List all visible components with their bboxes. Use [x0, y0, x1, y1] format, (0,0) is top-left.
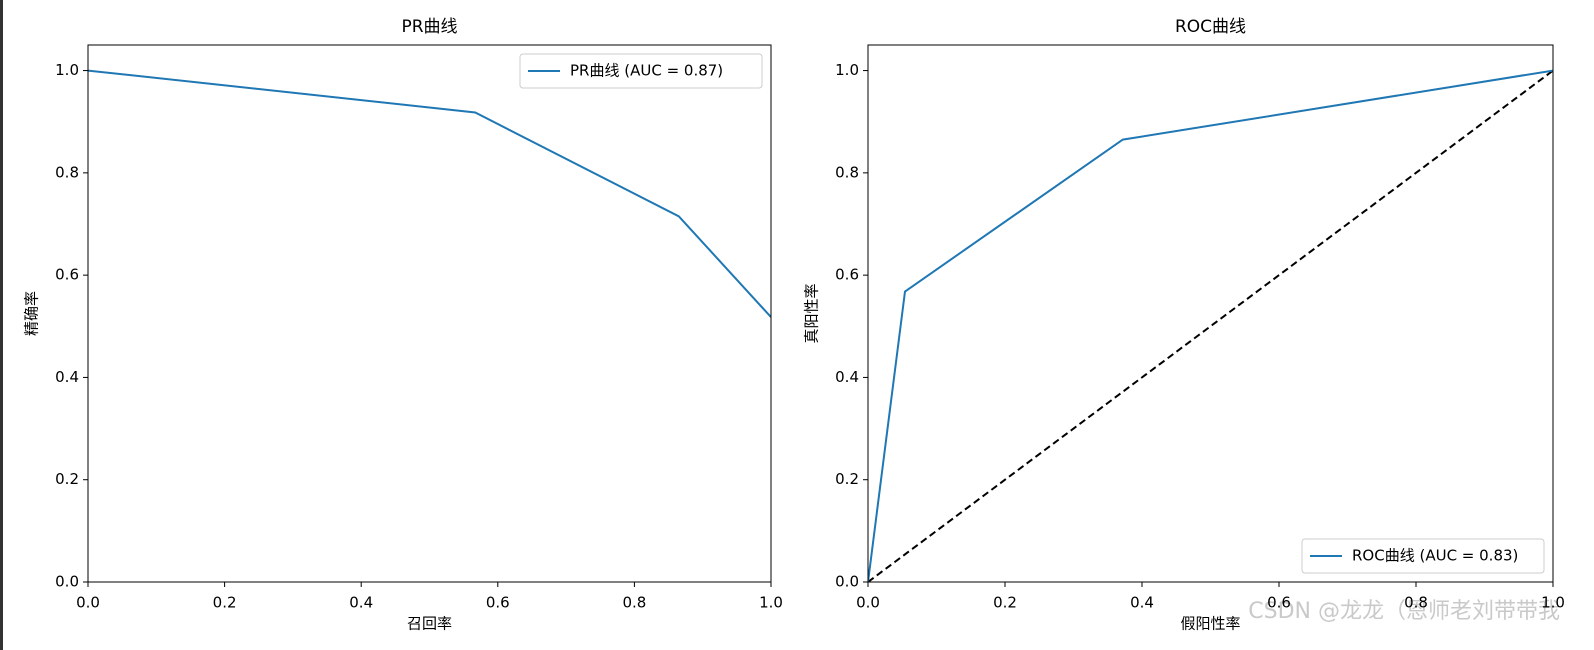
x-tick-label: 0.2 — [993, 594, 1017, 612]
axes-frame — [867, 44, 1554, 583]
y-tick-label: 0.0 — [55, 573, 79, 591]
data-line — [88, 69, 771, 318]
legend-label: ROC曲线 (AUC = 0.83) — [1352, 547, 1518, 565]
y-tick-label: 1.0 — [835, 61, 859, 79]
x-tick-label: 0.6 — [1267, 594, 1291, 612]
y-tick-label: 0.6 — [55, 266, 79, 284]
legend-label: PR曲线 (AUC = 0.87) — [570, 62, 723, 80]
legend: ROC曲线 (AUC = 0.83) — [1301, 538, 1545, 574]
legend-box — [519, 53, 763, 89]
legend: PR曲线 (AUC = 0.87) — [519, 53, 763, 89]
reference-line — [868, 69, 1553, 582]
y-tick-label: 1.0 — [55, 61, 79, 79]
y-tick-label: 0.8 — [55, 163, 79, 181]
x-tick-label: 0.6 — [486, 594, 510, 612]
chart-title: PR曲线 — [401, 17, 457, 37]
legend-box — [1301, 538, 1545, 574]
watermark: CSDN @龙龙（恩师老刘带带我 — [1248, 599, 1560, 624]
y-axis-label: 真阳性率 — [803, 283, 821, 343]
chart-title: ROC曲线 — [1175, 17, 1246, 37]
y-tick-label: 0.0 — [835, 573, 859, 591]
x-tick-label: 1.0 — [1541, 594, 1565, 612]
x-tick-label: 0.4 — [349, 594, 373, 612]
plot-area — [868, 69, 1553, 582]
plot-area — [88, 69, 771, 318]
x-axis-label: 召回率 — [407, 615, 452, 633]
y-tick-label: 0.4 — [835, 368, 859, 386]
y-tick-label: 0.2 — [835, 470, 859, 488]
x-tick-label: 0.2 — [213, 594, 237, 612]
axes-frame — [87, 44, 772, 583]
x-tick-label: 0.8 — [1404, 594, 1428, 612]
y-axis-label: 精确率 — [23, 291, 41, 336]
x-tick-label: 1.0 — [759, 594, 783, 612]
x-tick-label: 0.0 — [76, 594, 100, 612]
y-tick-label: 0.8 — [835, 163, 859, 181]
y-tick-label: 0.2 — [55, 470, 79, 488]
x-tick-label: 0.0 — [856, 594, 880, 612]
data-line — [868, 69, 1553, 582]
x-axis-label: 假阳性率 — [1180, 615, 1240, 633]
x-tick-label: 0.8 — [622, 594, 646, 612]
x-tick-label: 0.4 — [1130, 594, 1154, 612]
y-tick-label: 0.4 — [55, 368, 79, 386]
window-edge — [0, 0, 3, 650]
y-tick-label: 0.6 — [835, 266, 859, 284]
